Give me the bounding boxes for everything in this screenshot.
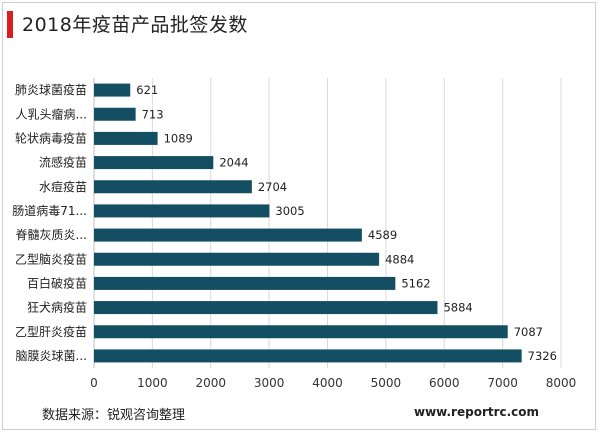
page-title: 2018年疫苗产品批签发数 — [22, 14, 248, 36]
bar — [94, 107, 136, 121]
category-label: 肠道病毒71... — [12, 203, 87, 218]
category-label: 肺炎球菌疫苗 — [15, 82, 87, 97]
x-tick-label: 6000 — [429, 376, 460, 390]
grid-lines — [93, 78, 562, 368]
category-label: 脑膜炎球菌... — [16, 349, 87, 363]
website-link[interactable]: www.reportrc.com — [414, 405, 540, 419]
data-label: 4589 — [368, 228, 397, 242]
data-label: 621 — [136, 83, 158, 97]
bar — [94, 325, 508, 339]
category-label: 乙型脑炎疫苗 — [15, 251, 87, 266]
x-tick-label: 7000 — [487, 376, 518, 390]
category-label: 脊髓灰质炎... — [16, 228, 87, 242]
data-label: 2704 — [258, 180, 287, 194]
x-tick-labels: 0 1000 2000 3000 4000 5000 6000 7000 8000 — [90, 376, 576, 390]
x-tick-label: 8000 — [546, 376, 577, 390]
x-tick-label: 0 — [90, 376, 98, 390]
x-tick-label: 5000 — [371, 376, 402, 390]
title-accent-bar — [7, 11, 13, 38]
bar — [94, 83, 131, 97]
category-label: 狂犬病疫苗 — [27, 300, 87, 315]
category-label: 流感疫苗 — [39, 155, 87, 170]
data-label: 4884 — [385, 252, 414, 266]
category-label: 轮状病毒疫苗 — [15, 130, 87, 145]
bar — [94, 228, 362, 242]
bar — [94, 204, 270, 218]
bar — [94, 301, 438, 315]
data-label: 3005 — [275, 204, 304, 218]
category-label: 人乳头瘤病... — [16, 106, 87, 121]
category-label: 水痘疫苗 — [39, 179, 87, 194]
bar — [94, 131, 158, 145]
x-tick-label: 4000 — [312, 376, 343, 390]
bar — [94, 276, 396, 290]
category-label: 百白破疫苗 — [27, 275, 87, 290]
bars — [94, 83, 522, 363]
data-label: 5162 — [401, 276, 430, 290]
data-label: 713 — [142, 107, 164, 121]
x-tick-label: 2000 — [195, 376, 226, 390]
data-source: 数据来源：锐观咨询整理 — [42, 408, 186, 423]
bar — [94, 349, 522, 363]
data-label: 7326 — [528, 349, 557, 363]
data-label: 7087 — [514, 325, 543, 339]
x-tick-label: 1000 — [137, 376, 168, 390]
data-label: 2044 — [219, 156, 248, 170]
bar — [94, 252, 380, 266]
data-label: 1089 — [164, 131, 193, 145]
bar — [94, 180, 252, 194]
x-tick-label: 3000 — [254, 376, 285, 390]
category-label: 乙型肝炎疫苗 — [15, 324, 87, 339]
bar — [94, 156, 214, 170]
data-label: 5884 — [443, 301, 472, 315]
